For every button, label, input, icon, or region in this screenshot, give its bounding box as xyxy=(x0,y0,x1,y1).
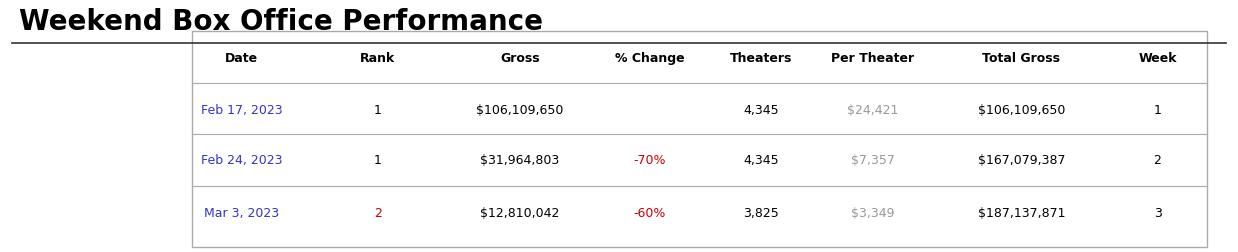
Text: -70%: -70% xyxy=(634,153,666,167)
Text: Rank: Rank xyxy=(360,51,395,65)
Text: Feb 24, 2023: Feb 24, 2023 xyxy=(201,153,282,167)
Text: Theaters: Theaters xyxy=(730,51,792,65)
Text: Weekend Box Office Performance: Weekend Box Office Performance xyxy=(19,8,542,36)
Text: Mar 3, 2023: Mar 3, 2023 xyxy=(204,206,279,219)
Text: $187,137,871: $187,137,871 xyxy=(978,206,1065,219)
Text: 2: 2 xyxy=(374,206,381,219)
Text: Date: Date xyxy=(225,51,258,65)
Text: 4,345: 4,345 xyxy=(744,103,779,116)
FancyBboxPatch shape xyxy=(192,32,1207,247)
Text: Per Theater: Per Theater xyxy=(831,51,915,65)
Text: Total Gross: Total Gross xyxy=(982,51,1061,65)
Text: 1: 1 xyxy=(374,103,381,116)
Text: Feb 17, 2023: Feb 17, 2023 xyxy=(201,103,282,116)
Text: $3,349: $3,349 xyxy=(851,206,895,219)
Text: $12,810,042: $12,810,042 xyxy=(480,206,560,219)
Text: 3: 3 xyxy=(1154,206,1161,219)
Text: % Change: % Change xyxy=(615,51,685,65)
Text: 4,345: 4,345 xyxy=(744,153,779,167)
Text: $106,109,650: $106,109,650 xyxy=(978,103,1065,116)
Text: $31,964,803: $31,964,803 xyxy=(480,153,560,167)
Text: 2: 2 xyxy=(1154,153,1161,167)
Text: -60%: -60% xyxy=(634,206,666,219)
Text: $7,357: $7,357 xyxy=(851,153,895,167)
Text: $24,421: $24,421 xyxy=(847,103,899,116)
Text: $167,079,387: $167,079,387 xyxy=(978,153,1065,167)
Text: Week: Week xyxy=(1138,51,1177,65)
Text: 1: 1 xyxy=(1154,103,1161,116)
Text: 3,825: 3,825 xyxy=(744,206,779,219)
Text: $106,109,650: $106,109,650 xyxy=(477,103,563,116)
Text: 1: 1 xyxy=(374,153,381,167)
Text: Gross: Gross xyxy=(500,51,540,65)
